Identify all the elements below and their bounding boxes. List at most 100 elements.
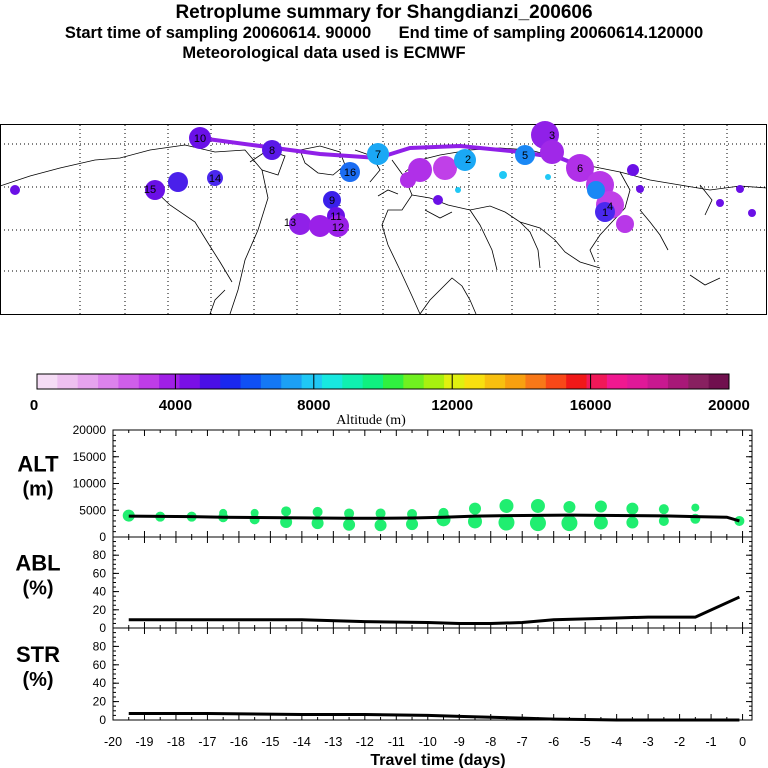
y-tick-label: 60 [93,658,107,672]
alt-cluster-point [467,514,482,529]
x-tick-label: -11 [388,735,405,749]
y-tick-label: 10000 [73,477,107,491]
x-tick-label: -3 [643,735,654,749]
alt-cluster-point [530,498,545,513]
panel-ylabel-units: (%) [22,669,53,691]
panel-str: 80 60 40 20 0 STR(%) [16,627,753,727]
y-tick-label: 15000 [73,450,107,464]
colorbar-swatch [586,374,608,389]
colorbar-label: Altitude (m) [336,413,406,428]
map-label: 14 [209,173,221,185]
colorbar-swatch [525,374,547,389]
x-tick-label: -12 [356,735,374,749]
x-tick-label: -9 [454,735,465,749]
y-tick-label: 60 [93,566,107,580]
x-tick-labels: -20 -19 -18 -17 -16 -15 -14 -13 -12 -11 -10 -9 -8 -7-… [104,735,746,749]
x-tick-label: -17 [198,735,216,749]
panel-ylabel: STR [16,642,60,667]
alt-cluster-point [691,503,700,512]
x-tick-label: 0 [739,735,746,749]
alt-cluster-point [658,504,669,515]
colorbar-swatch [260,374,282,389]
colorbar-swatch [566,374,588,389]
x-tick-label: -4 [611,735,622,749]
panel-frame [112,429,753,538]
alt-cluster-point [498,514,515,531]
str-line [128,712,740,722]
alt-cluster-point [250,508,259,517]
panel-alt: 20000 15000 10000 5000 0 ALT(m) [17,423,753,544]
alt-cluster-point [626,502,639,515]
colorbar-swatch [423,374,445,389]
alt-cluster-point [375,508,386,519]
colorbar-swatch [342,374,364,389]
alt-cluster-point [122,509,135,522]
x-tick-label: -10 [419,735,437,749]
alt-cluster-point [281,506,292,517]
map-cluster-labels: 10 8 7 9 11 12 13 14 15 16 6 5 4 3 2 1 [144,130,613,234]
colorbar-tick-label: 12000 [431,397,473,414]
y-tick-label: 20 [93,695,107,709]
x-tick-label: -7 [517,735,528,749]
map-plume-clusters [10,121,756,237]
alt-cluster-point [406,518,419,531]
y-tick-label: 20 [93,603,107,617]
colorbar-swatch [464,374,486,389]
colorbar-swatch [545,374,567,389]
alt-cluster-point [499,498,514,513]
colorbar-swatch [159,374,180,389]
colorbar-swatch [77,374,99,389]
y-tick-label: 5000 [79,503,106,517]
y-tick-label: 40 [93,676,107,690]
map-label: 6 [577,163,583,175]
alt-cluster-point [626,516,639,529]
x-tick-label: -19 [135,735,153,749]
colorbar-swatch [627,374,649,389]
alt-cluster-point [343,518,356,531]
colorbar-swatch [57,374,79,389]
map-label: 13 [284,217,296,229]
y-tick-label: 80 [93,548,107,562]
map-label: 3 [549,130,555,142]
colorbar-swatch [688,374,710,389]
map-label: 7 [375,149,381,161]
colorbar-tick-label: 20000 [708,397,750,414]
alt-cluster-point [468,502,481,515]
x-tick-label: -18 [167,735,185,749]
y-tick-label: 0 [99,530,106,544]
colorbar-swatch [606,374,628,389]
x-tick-label: -20 [104,735,122,749]
colorbar-swatch [403,374,425,389]
panel-ylabel: ALT [17,452,59,477]
colorbar-swatch [199,374,221,389]
alt-cluster-point [311,517,324,530]
x-tick-label: -5 [580,735,591,749]
colorbar-swatch [444,374,465,389]
colorbar-swatch [505,374,526,389]
colorbar-swatch [118,374,140,389]
y-tick-label: 0 [99,621,106,635]
alt-cluster-point [594,500,607,513]
alt-cluster-point [529,515,546,532]
colorbar-swatch [138,374,160,389]
colorbar-swatch [708,374,730,389]
abl-line [128,595,741,625]
met-data-note: Meteorological data used is ECMWF [182,44,466,62]
chart-title: Retroplume summary for Shangdianzi_20060… [175,2,593,23]
colorbar-swatch [383,374,404,389]
map-label: 10 [194,133,206,145]
colorbar-swatch [281,374,303,389]
panel-ylabel-units: (m) [22,479,53,501]
colorbar-swatch [37,374,58,389]
x-tick-label: -1 [706,735,717,749]
colorbar-swatch [362,374,384,389]
colorbar-tick-label: 16000 [570,397,612,414]
sampling-times: Start time of sampling 20060614. 90000 E… [64,24,704,42]
map-label: 12 [332,222,344,234]
colorbar-swatch [240,374,262,389]
panel-ylabel-units: (%) [22,578,53,600]
colorbar-tick-labels: 0 4000 8000 12000 16000 20000 [30,397,750,414]
map-label: 2 [465,154,471,166]
x-tick-label: -13 [324,735,342,749]
